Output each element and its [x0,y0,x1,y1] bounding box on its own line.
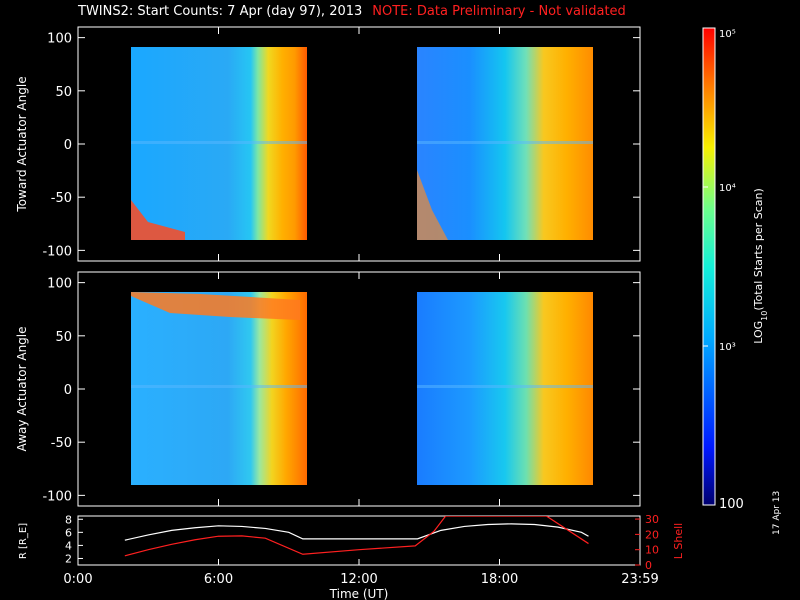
heatmap-top-block-2-lowangle-red [417,170,448,240]
y-tick-label: 4 [65,539,72,552]
colorbar-tick-label: 100 [719,497,744,512]
y-tick-label: -100 [42,489,72,504]
heatmap-middle-zero-line-2 [417,385,593,388]
x-tick-label: 18:00 [481,572,518,587]
y-tick-label: 0 [645,559,652,572]
y-tick-label: 100 [47,277,72,292]
x-label: Time (UT) [329,587,389,600]
y-tick-label: 0 [64,138,72,153]
chart-title: TWINS2: Start Counts: 7 Apr (day 97), 20… [78,4,626,19]
panel-bottom-frame [77,515,641,566]
x-tick-label: 12:00 [340,572,377,587]
heatmap-middle-block-2 [417,292,593,485]
y-tick-label: -50 [51,436,72,451]
y-label-bottom-left: R [R_E] [18,523,29,559]
y-tick-label: 50 [55,85,72,100]
colorbar-tick-label: 10⁴ [719,183,736,194]
y-label-bottom-right: L Shell [672,523,685,559]
x-axis: 0:00 6:00 12:00 18:00 23:59 [63,559,659,587]
colorbar-label: LOG10(Total Starts per Scan) [752,188,769,344]
heatmap-middle-zero-line-1 [131,385,307,388]
x-tick-label: 23:59 [621,572,658,587]
heatmap-top-zero-line-2 [417,141,593,144]
heatmap-top-zero-line-1 [131,141,307,144]
title-main: TWINS2: Start Counts: 7 Apr (day 97), 20… [78,4,363,19]
x-tick-label: 0:00 [63,572,92,587]
colorbar [702,27,716,506]
y-label-top: Toward Actuator Angle [15,76,29,212]
y-axis-bottom-right: 30 20 10 0 [635,513,659,572]
y-tick-label: 10 [645,544,659,557]
colorbar-tick-label: 10⁵ [719,29,736,40]
colorbar-tick-label: 10³ [719,342,736,353]
y-tick-label: 30 [645,513,659,526]
y-tick-label: 20 [645,528,659,541]
y-tick-label: 100 [47,32,72,47]
y-tick-label: -100 [42,244,72,259]
y-tick-label: 8 [65,513,72,526]
y-axis-top: 100 50 0 -50 -100 [42,27,641,261]
y-tick-label: -50 [51,191,72,206]
colorbar-label-sub: 10 [760,311,769,321]
y-tick-label: 2 [65,552,72,565]
heatmap-top-block-1-lowangle-red [131,200,185,240]
title-note: NOTE: Data Preliminary - Not validated [372,4,626,19]
heatmap-middle-block-1 [131,292,307,485]
heatmap-middle [131,292,593,485]
colorbar-ticks: 10⁵ 10⁴ 10³ 100 [703,27,744,512]
heatmap-middle-top-band [131,292,300,320]
colorbar-label-suffix: (Total Starts per Scan) [752,188,765,310]
heatmap-top [131,47,593,240]
colorbar-label-prefix: LOG [752,321,765,344]
y-axis-middle: 100 50 0 -50 -100 [42,272,641,506]
y-label-middle: Away Actuator Angle [15,326,29,451]
x-tick-label: 6:00 [204,572,233,587]
r-series-line [124,523,589,541]
orbit-line-plot [124,516,589,557]
l-shell-series-line [124,516,589,557]
y-tick-label: 6 [65,526,72,539]
y-tick-label: 50 [55,330,72,345]
y-tick-label: 0 [64,383,72,398]
